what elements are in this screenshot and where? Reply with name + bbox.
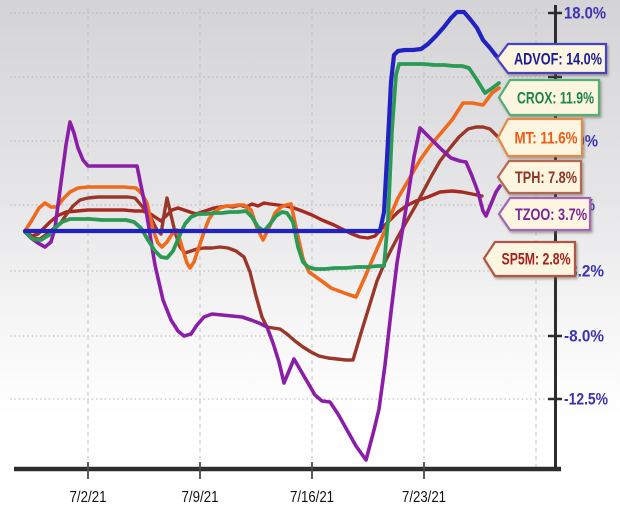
svg-text:ADVOF: 14.0%: ADVOF: 14.0% xyxy=(514,51,602,69)
svg-text:18.0%: 18.0% xyxy=(564,4,606,23)
svg-text:7/9/21: 7/9/21 xyxy=(182,489,219,506)
svg-text:7/16/21: 7/16/21 xyxy=(290,489,334,506)
svg-text:MT: 11.6%: MT: 11.6% xyxy=(515,130,578,148)
svg-text:SP5M: 2.8%: SP5M: 2.8% xyxy=(502,251,571,269)
svg-text:TZOO: 3.7%: TZOO: 3.7% xyxy=(515,206,587,224)
svg-text:-12.5%: -12.5% xyxy=(564,390,608,409)
svg-text:7/2/21: 7/2/21 xyxy=(70,489,107,506)
svg-text:TPH: 7.8%: TPH: 7.8% xyxy=(515,169,577,187)
svg-text:-8.0%: -8.0% xyxy=(564,327,604,346)
svg-text:7/23/21: 7/23/21 xyxy=(402,489,446,506)
svg-text:CROX: 11.9%: CROX: 11.9% xyxy=(517,90,594,108)
